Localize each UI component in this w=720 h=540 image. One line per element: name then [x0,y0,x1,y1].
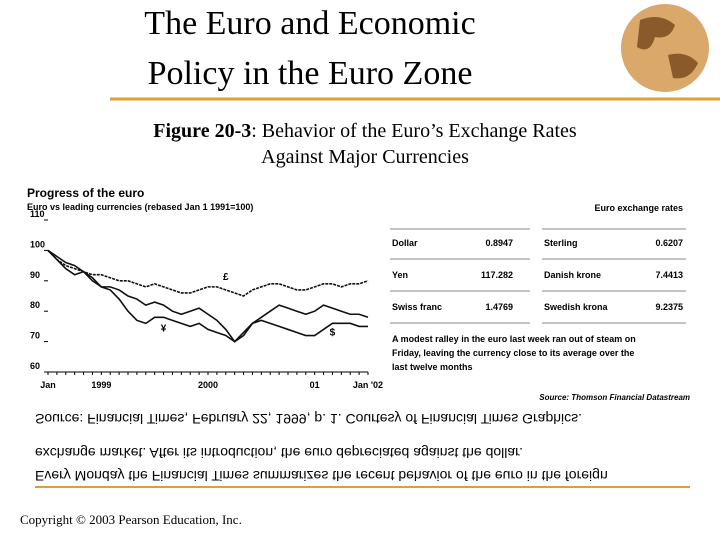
globe-icon [621,4,709,92]
rate-cell: Swiss franc [392,302,442,312]
figure-caption: Figure 20-3: Behavior of the Euro’s Exch… [153,120,577,142]
y-tick-label: 70 [30,331,40,341]
chart-subtitle: Euro vs leading currencies (rebased Jan … [27,202,253,212]
rate-cell: 0.8947 [485,238,513,248]
rate-cell: Sterling [544,238,578,248]
caption-text: : Behavior of the Euro’s Exchange Rates [251,120,577,142]
x-tick-label: 1999 [91,380,111,390]
plot: 60 70 80 90 100 110 Jan 1999 2000 01 Jan '02 £ ¥ $ [30,209,383,390]
rate-cell: 7.4413 [655,270,683,280]
rate-cell: Danish krone [544,270,601,280]
series-line [47,249,369,297]
rate-cell: 9.2375 [655,302,683,312]
slide-title: Policy in the Euro Zone [148,55,473,92]
rates-table: Dollar 0.8947 Sterling 0.6207 Yen 117.282 Dani… [390,228,686,324]
x-tick-label: Jan '02 [353,380,383,390]
caption-text: Against Major Currencies [261,146,469,168]
x-tick-label: Jan [40,380,56,390]
y-tick-label: 110 [30,209,45,219]
series-line [47,249,368,343]
series-line [47,249,369,343]
series-label: $ [330,327,336,338]
x-tick-label: 01 [310,380,320,390]
rate-cell: Dollar [392,238,418,248]
note: A modest ralley in the euro last week ra… [392,334,636,344]
series-label: £ [223,272,229,283]
mirrored-caption: Every Monday the Financial Times summari… [35,411,608,484]
rate-cell: Swedish krona [544,302,609,312]
note: last twelve months [392,362,473,372]
x-tick-label: 2000 [198,380,218,390]
rate-cell: 1.4769 [485,302,513,312]
mirrored-line: Source: Financial Times, February 22, 19… [35,411,582,427]
rate-cell: 117.282 [481,270,513,280]
y-tick-label: 100 [30,239,45,249]
figure-label: Figure 20-3 [153,120,251,142]
y-tick-label: 60 [30,361,40,371]
rates-title: Euro exchange rates [594,203,683,213]
chart-source: Source: Thomson Financial Datastream [539,393,690,402]
copyright: Copyright © 2003 Pearson Education, Inc. [20,512,242,527]
rate-cell: 0.6207 [655,238,683,248]
chart-title: Progress of the euro [27,186,144,200]
y-tick-label: 90 [30,270,40,280]
y-tick-label: 80 [30,300,40,310]
rate-cell: Yen [392,270,408,280]
slide-title: The Euro and Economic [144,5,475,42]
series-label: ¥ [161,323,167,334]
note: Friday, leaving the currency close to it… [392,348,634,358]
mirrored-line: Every Monday the Financial Times summari… [35,468,608,484]
mirrored-line: exchange market. After its introduction,… [35,445,523,461]
